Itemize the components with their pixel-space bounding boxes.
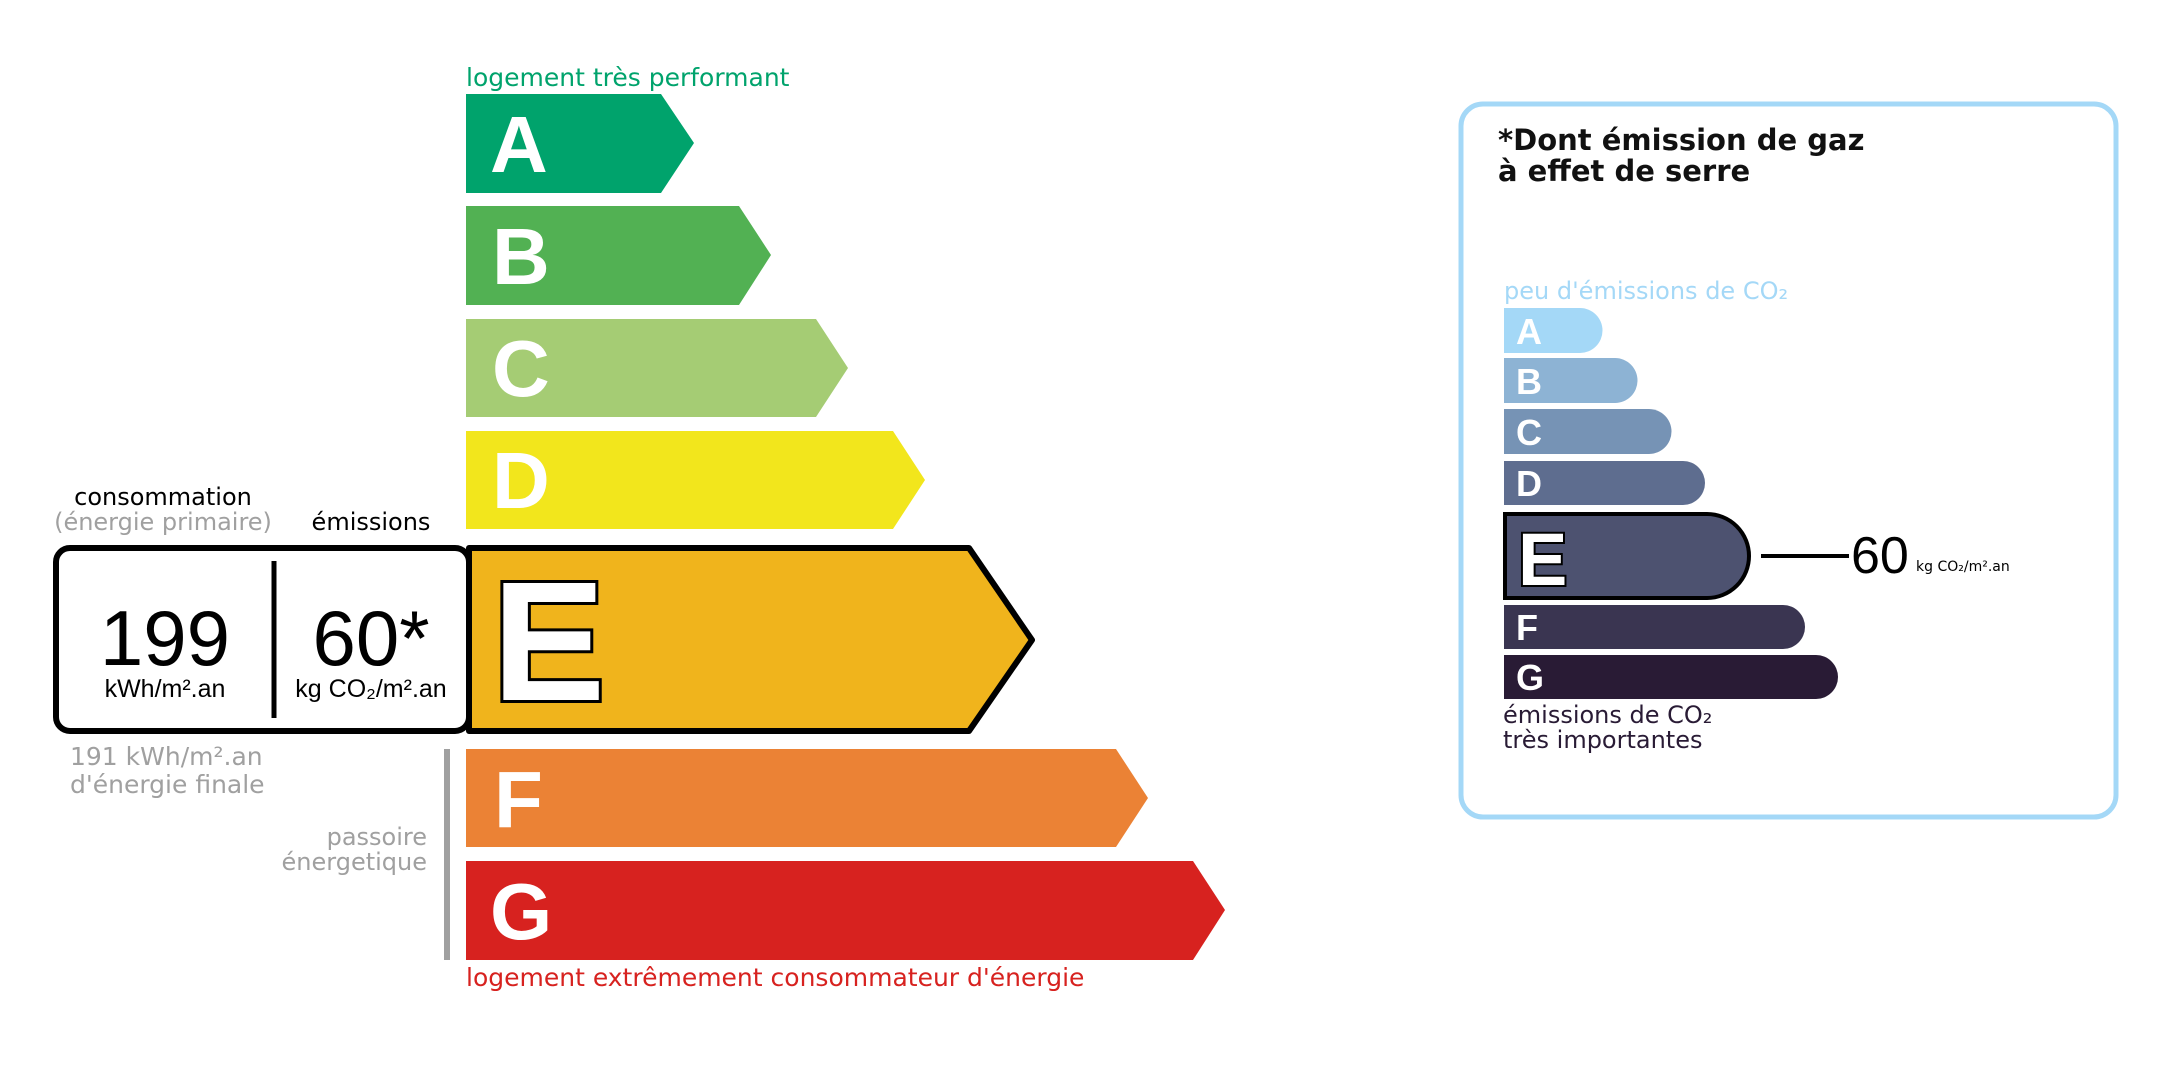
values-box bbox=[53, 545, 472, 734]
ges-letter-d: D bbox=[1516, 463, 1542, 504]
ges-value: 60 bbox=[1851, 527, 1909, 585]
energy-class-b: B bbox=[466, 206, 771, 305]
ges-panel: *Dont émission de gaz à effet de serre p… bbox=[1458, 101, 2119, 820]
energy-bar-a bbox=[466, 94, 694, 193]
bottom-caption: logement extrêmement consommateur d'éner… bbox=[466, 963, 1084, 992]
energy-letter-b: B bbox=[492, 212, 550, 301]
energy-letter-e: E bbox=[492, 547, 605, 737]
energy-letter-c: C bbox=[492, 324, 550, 413]
energy-bar-b bbox=[466, 206, 771, 305]
energy-class-d: D bbox=[466, 431, 925, 529]
ges-letter-g: G bbox=[1516, 657, 1544, 698]
final-energy-label: d'énergie finale bbox=[70, 770, 265, 799]
emissions-label: émissions bbox=[312, 508, 431, 536]
energy-class-a: A bbox=[466, 94, 694, 193]
energy-letter-d: D bbox=[492, 436, 550, 525]
passoire-bracket bbox=[444, 749, 450, 960]
consumption-value: 199 bbox=[100, 594, 230, 682]
ges-bar-f bbox=[1504, 605, 1805, 649]
energy-class-e-current: E 199 kWh/m².an 60* kg CO₂/m².an bbox=[53, 544, 1035, 740]
passoire-label-2: énergetique bbox=[282, 848, 427, 876]
ges-bottom-caption-2: très importantes bbox=[1503, 726, 1703, 754]
ges-bar-b bbox=[1504, 358, 1638, 403]
ges-bar-g bbox=[1504, 655, 1838, 699]
ges-bottom-caption-1: émissions de CO₂ bbox=[1503, 701, 1712, 729]
consumption-label: consommation bbox=[74, 483, 252, 511]
energy-bar-g bbox=[466, 861, 1225, 960]
consumption-sublabel: (énergie primaire) bbox=[54, 508, 272, 536]
energy-class-f: F bbox=[466, 749, 1148, 847]
ges-bar-c bbox=[1504, 409, 1672, 454]
ges-bar-e-current bbox=[1503, 512, 1751, 600]
energy-letter-g: G bbox=[490, 867, 552, 956]
top-caption: logement très performant bbox=[466, 63, 790, 92]
ges-letter-e: E bbox=[1518, 518, 1567, 601]
energy-bar-c bbox=[466, 319, 848, 417]
emissions-unit: kg CO₂/m².an bbox=[295, 675, 446, 703]
ges-letter-f: F bbox=[1516, 607, 1538, 648]
energy-bar-d bbox=[466, 431, 925, 529]
energy-bar-f bbox=[466, 749, 1148, 847]
ges-letter-c: C bbox=[1516, 412, 1542, 453]
energy-class-c: C bbox=[466, 319, 848, 417]
energy-class-g: G bbox=[466, 861, 1225, 960]
final-energy-value: 191 kWh/m².an bbox=[70, 742, 263, 771]
emissions-value: 60* bbox=[312, 594, 429, 682]
ges-unit: kg CO₂/m².an bbox=[1916, 559, 2010, 575]
consumption-unit: kWh/m².an bbox=[105, 675, 226, 703]
ges-title-2: à effet de serre bbox=[1498, 154, 1750, 188]
ges-bar-a bbox=[1504, 308, 1603, 353]
ges-title-1: *Dont émission de gaz bbox=[1498, 123, 1864, 157]
ges-bar-d bbox=[1504, 461, 1705, 505]
energy-letter-f: F bbox=[494, 755, 543, 844]
ges-letter-a: A bbox=[1516, 311, 1542, 352]
ges-top-caption: peu d'émissions de CO₂ bbox=[1504, 277, 1788, 305]
ges-letter-b: B bbox=[1516, 361, 1542, 402]
energy-letter-a: A bbox=[490, 100, 548, 189]
passoire-label-1: passoire bbox=[327, 823, 427, 851]
